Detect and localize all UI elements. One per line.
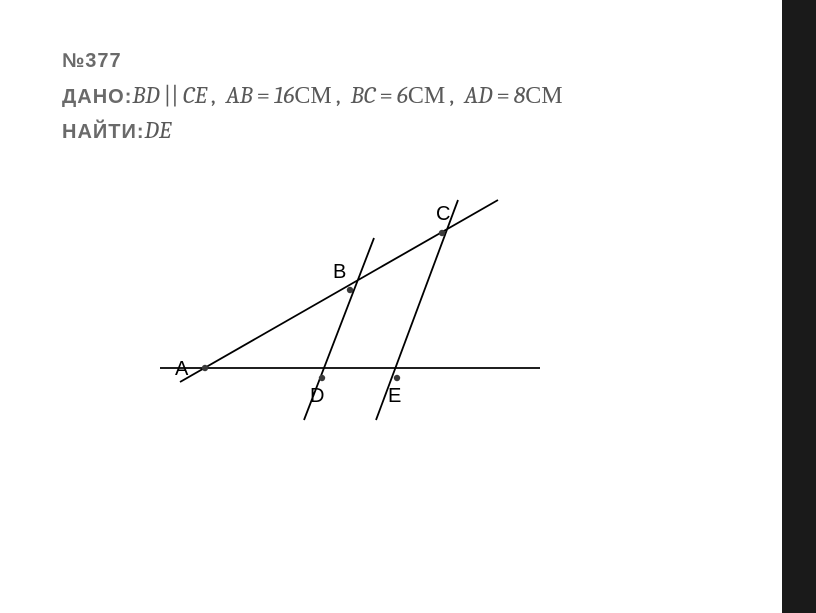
label-E: E (388, 385, 401, 407)
seg1-val: 16 (274, 81, 294, 109)
diagram-line (180, 200, 498, 382)
label-B: B (333, 261, 346, 283)
seg2-name: BC (351, 81, 376, 109)
point-C (439, 230, 445, 236)
sidebar-accent (782, 0, 816, 613)
eq-1: = (253, 81, 274, 109)
parallel-sym: || (160, 81, 183, 109)
given-label: ДАНО: (62, 86, 132, 108)
unit-2: СМ (408, 81, 445, 109)
point-B (347, 287, 353, 293)
comma-1: , (207, 81, 220, 109)
comma-2: , (332, 81, 345, 109)
find-seg: DE (145, 116, 172, 144)
unit-1: СМ (294, 81, 331, 109)
point-D (319, 375, 325, 381)
point-E (394, 375, 400, 381)
given-line: ДАНО:BD||CE, AB=16СМ, BC=6СМ, AD=8СМ (62, 81, 756, 110)
seg1-name: AB (226, 81, 253, 109)
seg3-name: AD (464, 81, 492, 109)
seg3-val: 8 (514, 81, 526, 109)
point-A (202, 365, 208, 371)
label-A: A (175, 358, 189, 380)
seg2-val: 6 (397, 81, 408, 109)
find-line: НАЙТИ:DE (62, 116, 756, 144)
comma-3: , (445, 81, 458, 109)
parallel-seg-b: CE (183, 81, 207, 109)
parallel-seg-a: BD (132, 81, 159, 109)
eq-3: = (492, 81, 513, 109)
label-C: C (436, 203, 450, 225)
unit-3: СМ (525, 81, 562, 109)
find-label: НАЙТИ: (62, 121, 145, 143)
eq-2: = (376, 81, 397, 109)
problem-number: №377 (62, 50, 756, 73)
slide-page: №377 ДАНО:BD||CE, AB=16СМ, BC=6СМ, AD=8С… (0, 0, 816, 613)
content-area: №377 ДАНО:BD||CE, AB=16СМ, BC=6СМ, AD=8С… (0, 0, 816, 144)
label-D: D (310, 385, 324, 407)
geometry-diagram: A B C D E (140, 190, 640, 450)
